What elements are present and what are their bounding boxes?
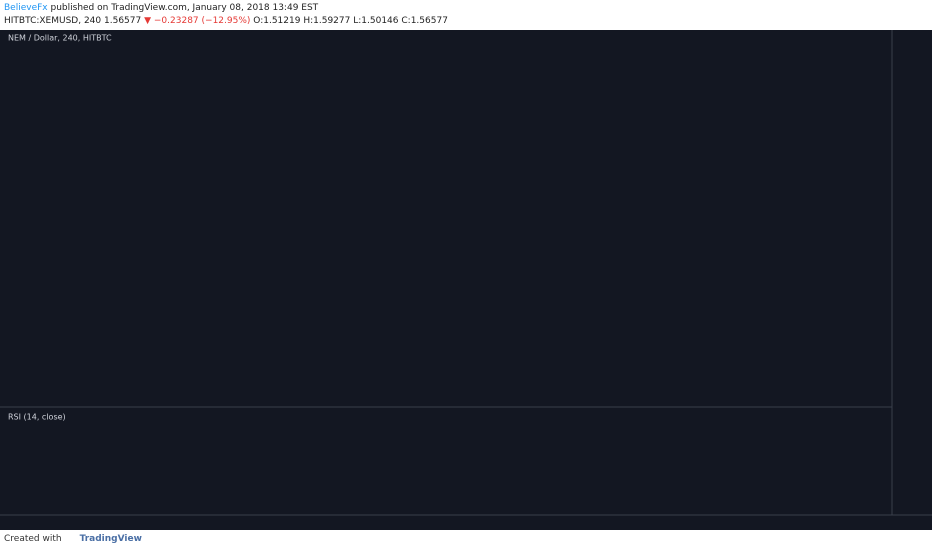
ohlc-low: L:1.50146	[353, 16, 399, 26]
rsi-title: RSI (14, close)	[8, 413, 66, 422]
symbol: HITBTC:XEMUSD, 240	[4, 16, 102, 26]
footer: Created with TradingView	[4, 534, 142, 544]
author[interactable]: BelieveFx	[4, 3, 48, 13]
published: published on TradingView.com, January 08…	[50, 3, 319, 13]
created-with: Created with	[4, 534, 62, 544]
brand[interactable]: TradingView	[79, 534, 142, 544]
chart-title: NEM / Dollar, 240, HITBTC	[8, 34, 112, 43]
ohlc-open: O:1.51219	[253, 16, 301, 26]
last-price: 1.56577	[104, 16, 142, 26]
chart-background	[0, 30, 932, 530]
ohlc-close: C:1.56577	[401, 16, 448, 26]
header: BelieveFx published on TradingView.com, …	[4, 2, 448, 28]
change: ▼ −0.23287 (−12.95%)	[144, 16, 251, 26]
ohlc-high: H:1.59277	[303, 16, 351, 26]
